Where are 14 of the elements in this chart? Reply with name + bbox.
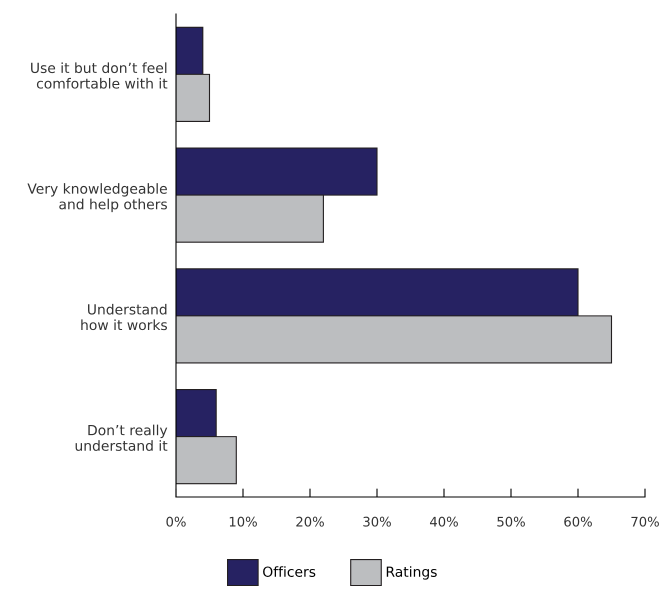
legend-label: Ratings xyxy=(386,566,437,580)
x-tick-label: 70% xyxy=(631,516,659,527)
x-tick-label: 0% xyxy=(166,516,186,527)
y-tick-label: Understand how it works xyxy=(81,304,167,330)
x-tick-label: 10% xyxy=(230,516,257,527)
x-tick-label: 40% xyxy=(430,516,458,527)
y-tick-label: Don’t really understand it xyxy=(76,424,168,451)
x-tick-label: 60% xyxy=(564,516,592,527)
x-tick-label: 30% xyxy=(363,516,391,527)
y-tick-label: Use it but don’t feel comfortable with it xyxy=(31,62,168,89)
x-tick-label: 50% xyxy=(497,516,525,527)
x-tick-label: 20% xyxy=(296,516,324,527)
legend-label: Officers xyxy=(263,566,316,577)
y-tick-label: Very knowledgeable and help others xyxy=(27,183,167,212)
